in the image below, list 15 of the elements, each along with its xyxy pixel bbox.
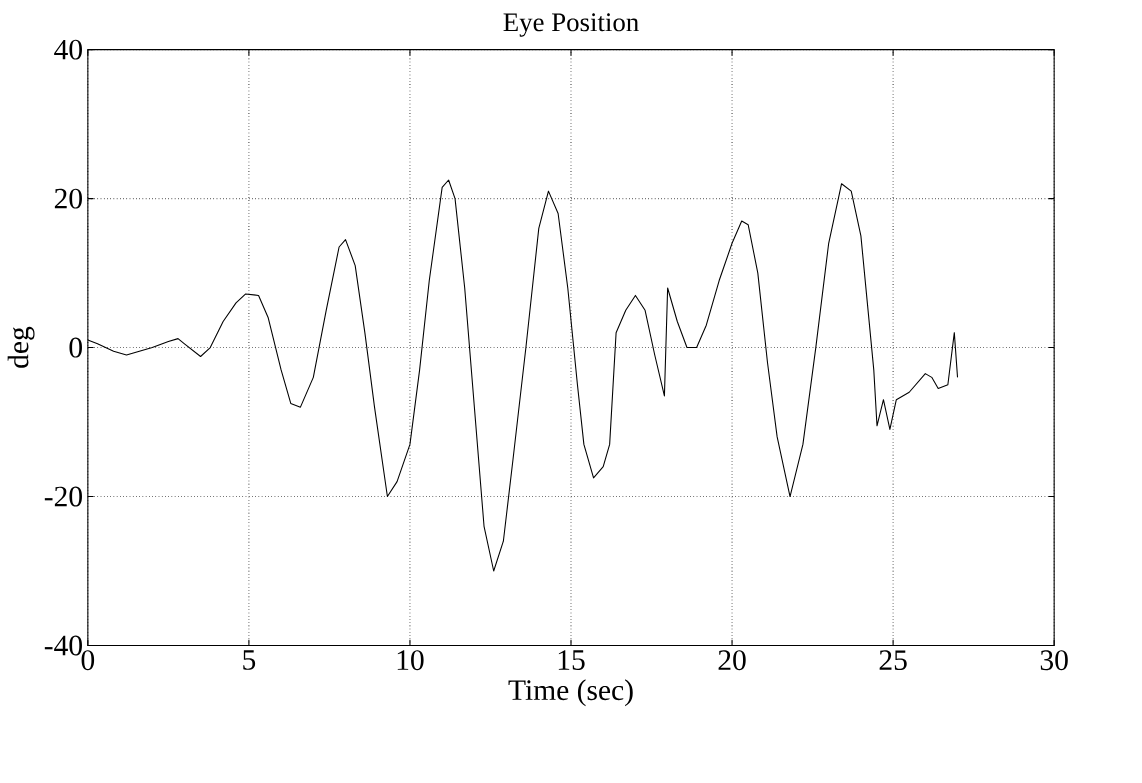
x-tick-label: 0 [81,650,95,671]
x-axis-title: Time (sec) [508,679,633,707]
y-axis-title: deg [7,326,35,368]
x-tick-label: 25 [879,650,907,671]
chart-title: Eye Position [503,13,639,37]
x-tick-label: 20 [718,650,746,671]
y-tick-label: 0 [69,337,82,358]
x-tick-label: 30 [1040,650,1068,671]
y-tick-label: -20 [44,486,82,507]
x-tick-label: 10 [397,650,424,671]
y-tick-label: 40 [54,39,82,60]
x-tick-label: 5 [243,650,256,670]
y-tick-label: 20 [54,188,82,209]
x-tick-label: 15 [558,650,585,671]
y-tick-label: -40 [44,635,82,656]
